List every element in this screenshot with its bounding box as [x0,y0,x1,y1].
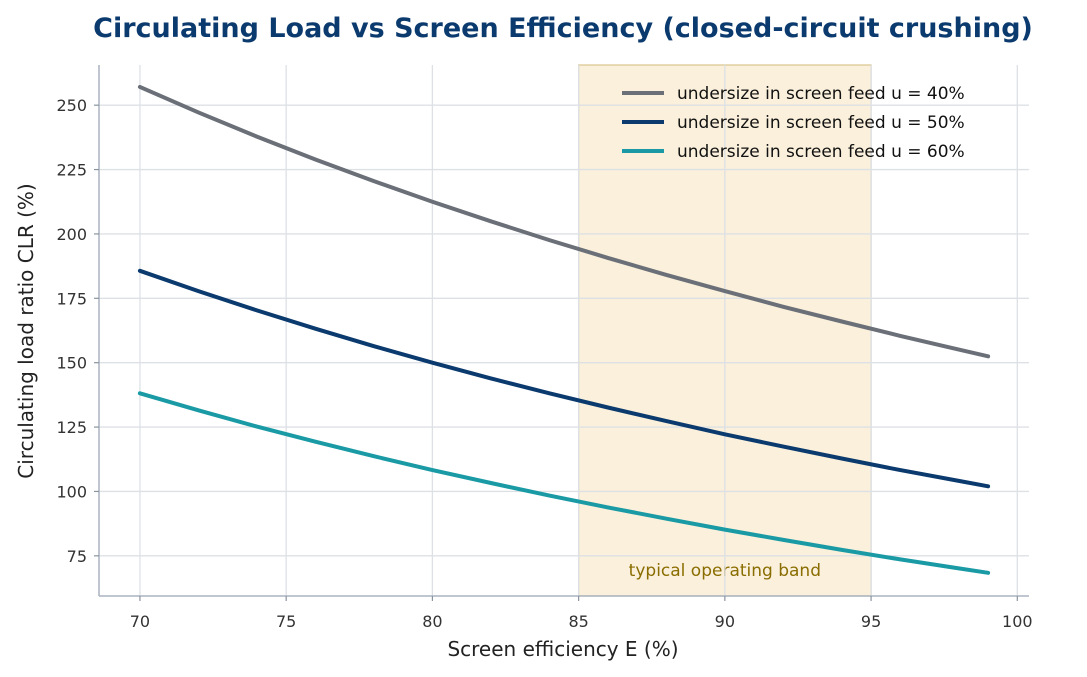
x-tick-label: 100 [1002,612,1033,631]
x-tick-label: 95 [861,612,881,631]
y-tick-label: 125 [56,418,87,437]
y-tick-label: 175 [56,289,87,308]
y-tick-label: 75 [67,547,87,566]
y-tick-label: 250 [56,96,87,115]
legend: undersize in screen feed u = 40% undersiz… [622,84,965,162]
series-layer [137,84,991,575]
x-tick-label: 70 [130,612,150,631]
legend-label-1: undersize in screen feed u = 40% [677,84,965,104]
grid-layer [99,65,1029,596]
y-tick-label: 200 [56,225,87,244]
series-line-2 [137,268,991,489]
series-line-1 [137,84,991,359]
chart-title: Circulating Load vs Screen Efficiency (c… [93,13,1033,44]
axes-layer [98,65,1029,597]
y-tick-label: 100 [56,482,87,501]
x-tick-label: 75 [276,612,296,631]
legend-label-3: undersize in screen feed u = 60% [677,142,965,162]
x-axis-title: Screen efficiency E (%) [447,637,678,661]
x-tick-label: 90 [715,612,735,631]
x-tick-label: 80 [422,612,442,631]
legend-label-2: undersize in screen feed u = 50% [677,113,965,133]
series-line-3 [137,391,991,575]
ticks-layer: 70 75 80 85 90 95 100 75 100 125 150 175 200 225 250 [56,96,1032,631]
y-tick-label: 150 [56,354,87,373]
y-axis-title: Circulating load ratio CLR (%) [14,183,38,478]
y-tick-label: 225 [56,161,87,180]
x-tick-label: 85 [568,612,588,631]
